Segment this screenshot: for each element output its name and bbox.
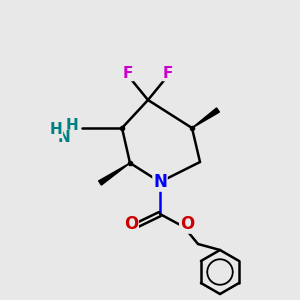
Polygon shape xyxy=(192,108,219,128)
Text: F: F xyxy=(123,65,133,80)
Text: H: H xyxy=(50,122,62,137)
Text: F: F xyxy=(163,65,173,80)
Text: N: N xyxy=(58,130,70,146)
Text: O: O xyxy=(124,215,138,233)
Text: H: H xyxy=(66,118,78,134)
Text: O: O xyxy=(180,215,194,233)
Polygon shape xyxy=(99,163,130,185)
Text: N: N xyxy=(153,173,167,191)
